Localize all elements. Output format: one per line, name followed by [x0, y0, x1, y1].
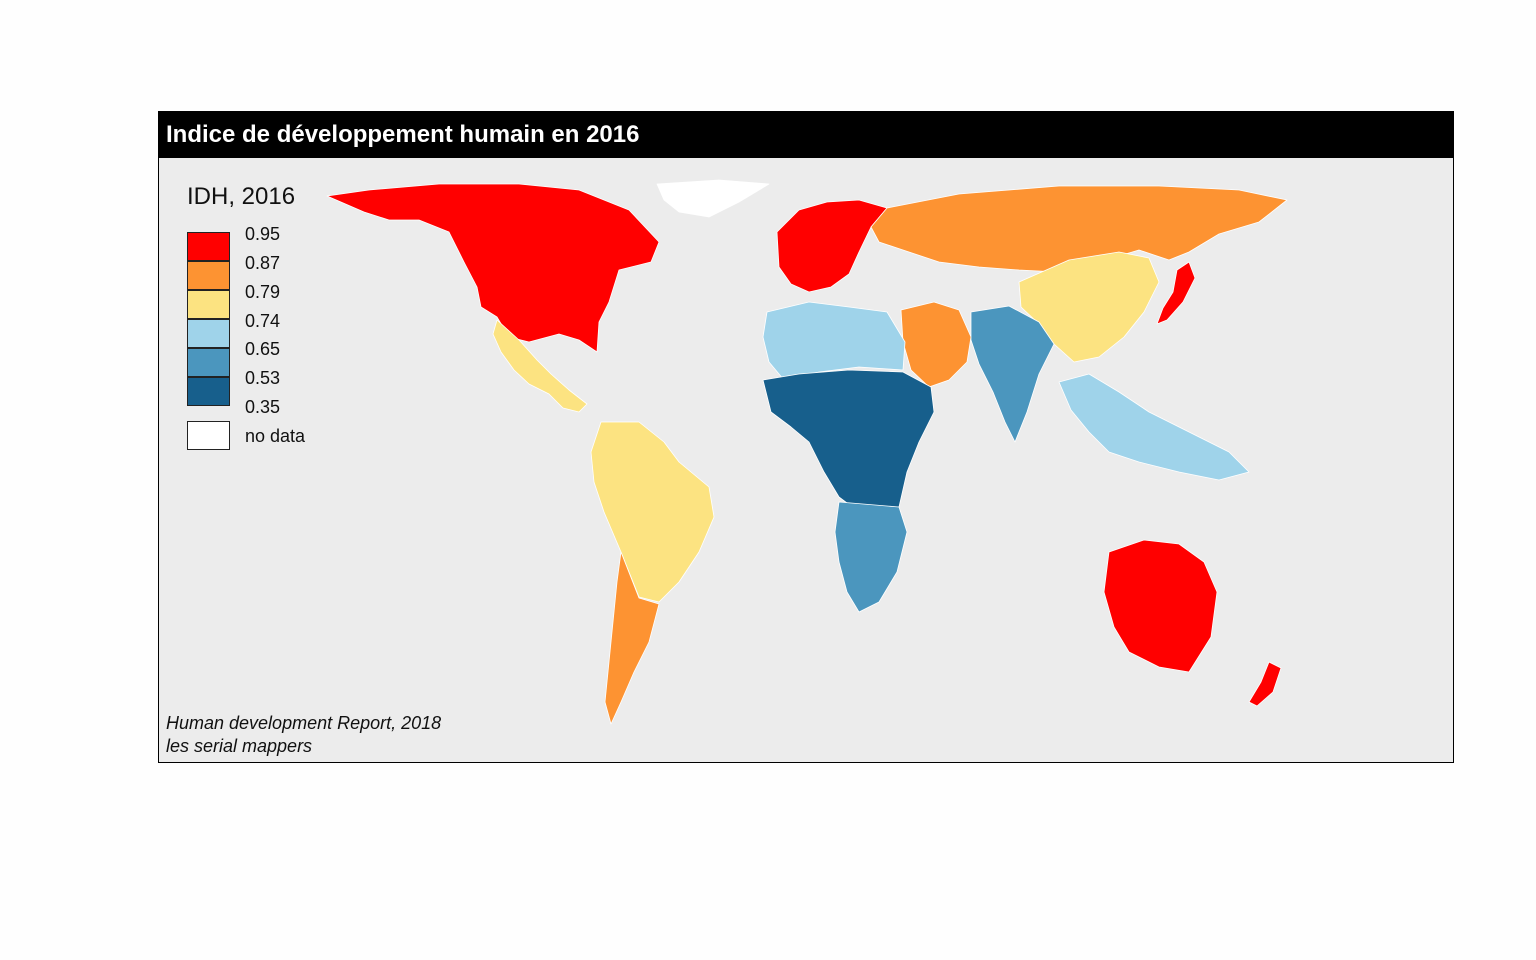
legend-break: 0.35 — [245, 397, 281, 417]
legend-swatch-class-5 — [187, 348, 230, 377]
map-frame: Indice de développement humain en 2016 I… — [158, 111, 1454, 763]
region-greenland — [656, 179, 770, 218]
region-sub-saharan-africa — [762, 369, 935, 513]
legend-swatch-class-3 — [187, 290, 230, 319]
region-western-europe — [776, 199, 888, 293]
region-australia — [1103, 539, 1218, 673]
legend-break: 0.74 — [245, 311, 281, 331]
region-north-america — [326, 183, 660, 353]
legend-nodata-label: no data — [245, 426, 306, 446]
world-map — [326, 179, 1288, 725]
source-line-2: les serial mappers — [166, 736, 313, 756]
legend-swatch-class-1 — [187, 232, 230, 261]
region-middle-east — [900, 301, 972, 388]
legend-title: IDH, 2016 — [187, 183, 296, 210]
region-south-asia — [970, 305, 1055, 443]
source-line-1: Human development Report, 2018 — [166, 713, 442, 733]
map-title: Indice de développement humain en 2016 — [159, 112, 1453, 158]
region-argentina-chile — [604, 551, 660, 725]
region-new-zealand — [1248, 661, 1282, 707]
region-south-america — [590, 421, 715, 603]
region-north-africa — [762, 301, 906, 381]
source-note: Human development Report, 2018 les seria… — [166, 712, 441, 758]
legend-break: 0.95 — [245, 224, 281, 244]
legend-swatch-class-6 — [187, 377, 230, 406]
legend-break: 0.65 — [245, 339, 281, 359]
region-southeast-asia — [1058, 373, 1250, 481]
legend-break: 0.87 — [245, 253, 281, 273]
region-japan — [1156, 261, 1196, 325]
legend-swatch-class-4 — [187, 319, 230, 348]
legend-break: 0.79 — [245, 282, 281, 302]
legend-swatch-nodata — [187, 421, 230, 450]
region-russia — [870, 185, 1288, 273]
legend-swatch-class-2 — [187, 261, 230, 290]
region-mexico-central-america — [492, 319, 588, 413]
region-southern-africa — [834, 501, 908, 613]
legend-break: 0.53 — [245, 368, 281, 388]
